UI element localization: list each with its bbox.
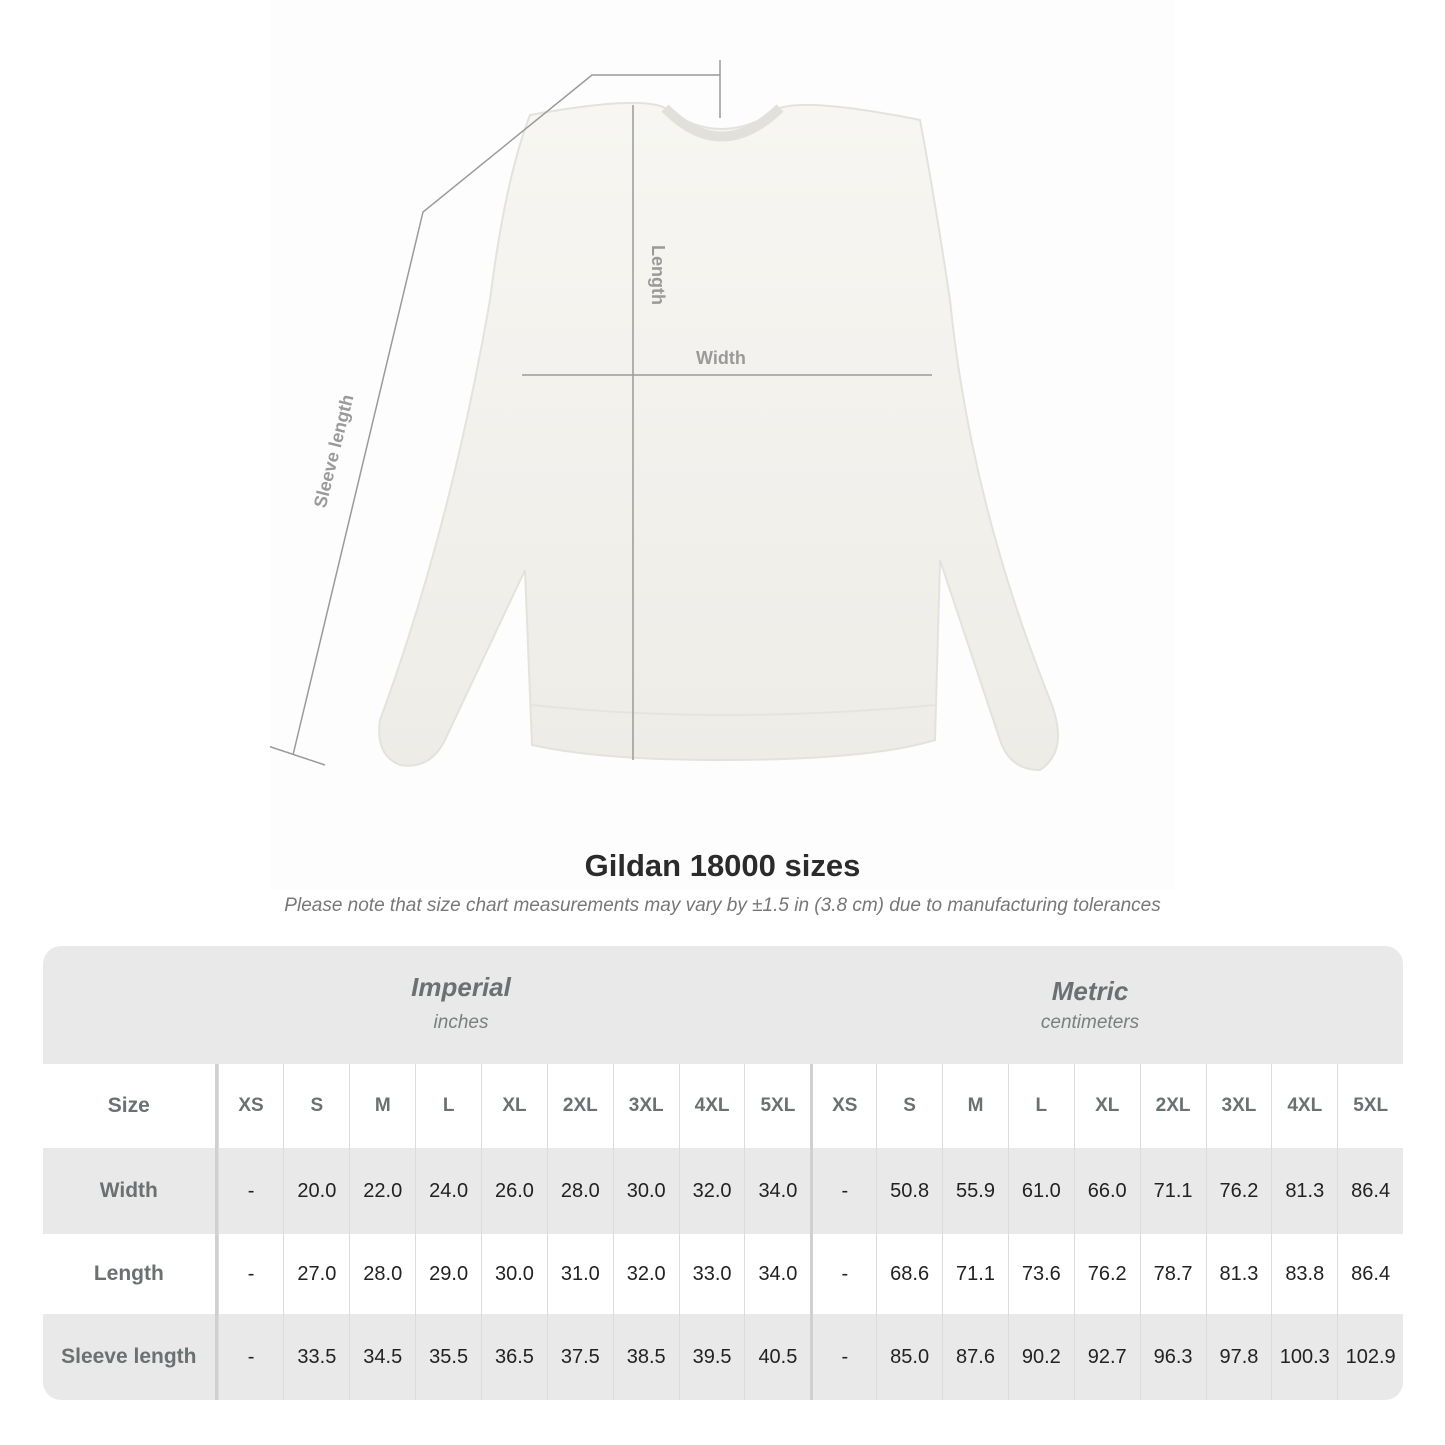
value-cell: 90.2 [1007, 1314, 1074, 1400]
value-cell: - [810, 1148, 876, 1234]
metric-header: Metric centimeters [809, 946, 1403, 1064]
value-cell: 34.0 [744, 1234, 810, 1314]
size-header-cell: S [283, 1064, 349, 1148]
metric-title: Metric [1051, 976, 1129, 1006]
sweatshirt-body [378, 101, 1059, 772]
size-header-cell: 2XL [546, 1064, 613, 1148]
value-cell: 26.0 [481, 1148, 547, 1234]
value-cell: 30.0 [481, 1234, 547, 1314]
row-label: Sleeve length [43, 1314, 218, 1400]
value-cell: 50.8 [876, 1148, 942, 1234]
width-label: Width [696, 348, 746, 368]
measurement-lines [264, 60, 932, 766]
value-cell: 96.3 [1139, 1314, 1206, 1400]
size-header-cell: 5XL [744, 1064, 810, 1148]
value-cell: 78.7 [1139, 1234, 1206, 1314]
imperial-title: Imperial [411, 972, 511, 1002]
value-cell: 40.5 [744, 1314, 810, 1400]
value-cell: 20.0 [283, 1148, 349, 1234]
row-label: Length [43, 1234, 218, 1314]
value-cell: - [810, 1234, 876, 1314]
value-cell: 61.0 [1007, 1148, 1074, 1234]
metric-unit: centimeters [1040, 1012, 1140, 1033]
value-cell: 29.0 [415, 1234, 481, 1314]
waistband [531, 704, 936, 716]
value-cell: 24.0 [415, 1148, 481, 1234]
value-cell: 100.3 [1271, 1314, 1337, 1400]
value-cell: 55.9 [942, 1148, 1008, 1234]
value-cell: 37.5 [546, 1314, 613, 1400]
value-cell: 34.5 [349, 1314, 415, 1400]
size-header-cell: M [349, 1064, 415, 1148]
value-cell: - [217, 1314, 284, 1400]
value-cell: 71.1 [1139, 1148, 1206, 1234]
value-cell: 83.8 [1271, 1234, 1337, 1314]
size-header-cell: 5XL [1337, 1064, 1403, 1148]
value-cell: 36.5 [481, 1314, 547, 1400]
sweatshirt-photo: Length Width Sleeve length [264, 0, 1175, 890]
size-header-cell: S [876, 1064, 942, 1148]
value-cell: 86.4 [1337, 1148, 1403, 1234]
tolerance-note: Please note that size chart measurements… [284, 895, 1161, 916]
value-cell: 22.0 [349, 1148, 415, 1234]
value-cell: 32.0 [612, 1234, 679, 1314]
table-row: Length -27.0 28.0 29.0 30.0 31.0 32.0 33.0 34.0-… [43, 1234, 1403, 1314]
value-cell: 68.6 [876, 1234, 942, 1314]
size-header-cell: L [415, 1064, 481, 1148]
value-cell: 35.5 [415, 1314, 481, 1400]
row-label: Width [43, 1148, 218, 1234]
value-cell: 81.3 [1205, 1234, 1272, 1314]
value-cell: 39.5 [678, 1314, 745, 1400]
value-cell: 38.5 [612, 1314, 679, 1400]
value-cell: - [810, 1314, 876, 1400]
value-cell: 71.1 [942, 1234, 1008, 1314]
collar [661, 104, 784, 142]
value-cell: 32.0 [678, 1148, 745, 1234]
imperial-header: Imperial inches [43, 946, 809, 1064]
value-cell: 86.4 [1337, 1234, 1403, 1314]
value-cell: 97.8 [1205, 1314, 1272, 1400]
size-header-cell: L [1007, 1064, 1074, 1148]
size-header-cell: XS [217, 1064, 284, 1148]
table-row: Sleeve length -33.5 34.5 35.5 36.5 37.5 38.5 39… [43, 1314, 1403, 1400]
value-cell: - [217, 1148, 284, 1234]
value-cell: 66.0 [1073, 1148, 1140, 1234]
size-header-cell: 4XL [678, 1064, 745, 1148]
size-header-cell: 2XL [1139, 1064, 1206, 1148]
imperial-unit: inches [433, 1012, 489, 1033]
value-cell: 30.0 [612, 1148, 679, 1234]
chart-title: Gildan 18000 sizes [584, 848, 861, 883]
sweatshirt-illustration [264, 60, 1059, 772]
size-header-cell: M [942, 1064, 1008, 1148]
length-label: Length [648, 245, 668, 305]
value-cell: 87.6 [942, 1314, 1008, 1400]
size-header-cell: 3XL [612, 1064, 679, 1148]
size-header-cell: XL [1073, 1064, 1140, 1148]
size-header-cell: XS [810, 1064, 876, 1148]
size-header-cell: 4XL [1271, 1064, 1337, 1148]
value-cell: 31.0 [546, 1234, 613, 1314]
value-cell: 85.0 [876, 1314, 942, 1400]
value-cell: 33.0 [678, 1234, 745, 1314]
value-cell: 33.5 [283, 1314, 349, 1400]
value-cell: 34.0 [744, 1148, 810, 1234]
value-cell: 76.2 [1205, 1148, 1272, 1234]
value-cell: 76.2 [1073, 1234, 1140, 1314]
value-cell: 27.0 [283, 1234, 349, 1314]
value-cell: 28.0 [546, 1148, 613, 1234]
value-cell: 92.7 [1073, 1314, 1140, 1400]
value-cell: 81.3 [1271, 1148, 1337, 1234]
size-header-cell: 3XL [1205, 1064, 1272, 1148]
table-row: Width -20.0 22.0 24.0 26.0 28.0 30.0 32.0 34.0-5… [43, 1148, 1403, 1234]
row-label: Size [43, 1064, 218, 1148]
size-header-row: Size XS S M L XL 2XL 3XL 4XL 5XL XS S M L XL 2XL 3XL 4XL 5… [43, 1064, 1403, 1148]
value-cell: 28.0 [349, 1234, 415, 1314]
value-cell: 73.6 [1007, 1234, 1074, 1314]
value-cell: 102.9 [1337, 1314, 1403, 1400]
size-table: Imperial inches Metric centimeters Size X… [43, 946, 1403, 1400]
value-cell: - [217, 1234, 284, 1314]
size-header-cell: XL [481, 1064, 547, 1148]
